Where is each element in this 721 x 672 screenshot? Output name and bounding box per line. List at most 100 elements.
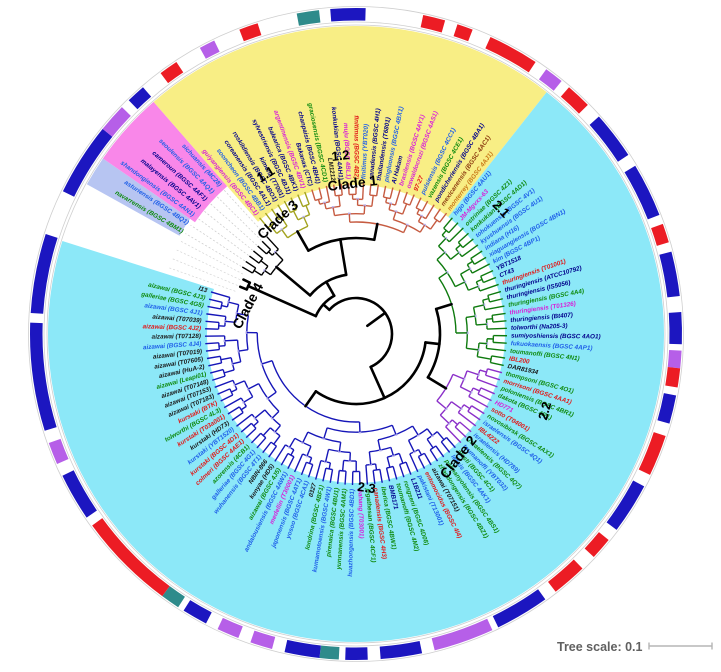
ring-segment <box>651 223 669 246</box>
branch <box>311 189 316 201</box>
branch <box>492 312 506 316</box>
branch <box>484 305 505 311</box>
node-mark <box>247 387 250 391</box>
branch <box>398 453 404 464</box>
gap-ray <box>174 248 241 281</box>
branch <box>305 205 311 215</box>
branch <box>441 229 447 236</box>
ring-segment <box>62 470 97 518</box>
branch <box>328 462 332 470</box>
branch <box>419 224 426 233</box>
taxon-label: IBL200 <box>508 355 530 365</box>
branch <box>489 298 503 303</box>
branch <box>492 320 507 323</box>
branch <box>268 251 273 256</box>
taxon-label: tolworthi (Na205-3) <box>511 323 568 332</box>
sector-wedge <box>86 158 191 236</box>
branch <box>440 441 451 453</box>
gap-ray <box>179 240 244 275</box>
branch <box>426 438 434 449</box>
branch <box>474 256 487 265</box>
branch <box>470 250 483 260</box>
taxon-label: fukuokaensis (BGSC 4AP1) <box>510 340 592 352</box>
branch-arc <box>267 222 274 229</box>
branch <box>454 281 466 288</box>
backbone-arc <box>328 296 394 369</box>
branch <box>372 470 376 484</box>
branch <box>260 260 269 267</box>
branch <box>439 414 450 424</box>
node-mark <box>271 416 274 420</box>
branch <box>417 449 423 456</box>
leader-line <box>208 201 258 246</box>
branch <box>476 278 483 283</box>
backbone-branch <box>369 365 386 400</box>
branch <box>490 361 504 367</box>
node-mark <box>473 314 477 318</box>
branch <box>486 317 493 321</box>
branch <box>270 208 280 220</box>
branch <box>450 252 460 260</box>
ring-segment <box>560 87 588 114</box>
ring-boundary-circle <box>43 21 669 647</box>
branch <box>462 238 474 249</box>
branch <box>450 401 462 410</box>
branch <box>254 409 266 419</box>
branch <box>391 424 397 435</box>
ring-segment <box>589 116 629 162</box>
ring-segment <box>668 312 683 345</box>
branch <box>468 395 489 408</box>
branch <box>402 191 408 203</box>
branch <box>398 464 405 478</box>
node-mark <box>392 454 395 457</box>
branch-arc <box>418 452 425 458</box>
branch <box>401 203 408 215</box>
taxon-label: 0327 <box>308 482 319 498</box>
branch <box>252 250 264 259</box>
branch <box>374 463 378 471</box>
branch-arc <box>369 194 377 197</box>
branch <box>361 183 365 200</box>
branch <box>438 271 448 279</box>
node-mark <box>233 383 237 387</box>
node-mark <box>443 251 447 254</box>
ring-segment <box>584 532 609 558</box>
branch <box>292 210 299 221</box>
branch <box>443 217 453 229</box>
label-subclade-2-2: 2.2 <box>535 400 554 421</box>
branch <box>205 320 220 324</box>
tree-scale-legend: Tree scale: 0.1 <box>557 640 713 654</box>
branch <box>466 370 479 376</box>
branch <box>257 245 267 255</box>
branch <box>206 355 221 360</box>
taxon-label: finitimus (YBT020) <box>360 124 370 180</box>
branch <box>455 244 462 250</box>
branch <box>493 341 507 344</box>
branch <box>205 348 220 352</box>
branch <box>388 203 392 210</box>
branch <box>463 404 471 410</box>
backbone-branch <box>246 284 318 318</box>
taxon-label: I13 <box>198 285 209 294</box>
ring-segment <box>453 24 473 42</box>
branch <box>324 449 330 463</box>
branch-arc <box>229 388 234 396</box>
branch <box>208 362 222 367</box>
branch <box>425 204 435 220</box>
leader-line <box>195 216 249 256</box>
branch <box>482 297 489 301</box>
branch <box>266 236 279 250</box>
ring-segment <box>296 10 321 26</box>
branch <box>479 283 499 292</box>
branch <box>426 428 433 436</box>
branch <box>409 453 419 473</box>
branch <box>436 251 446 261</box>
ring-segment <box>48 438 69 465</box>
backbone-branch <box>325 280 336 298</box>
branch <box>220 357 232 361</box>
taxon-label: LM1212 <box>326 157 336 181</box>
backbone-arc <box>314 341 427 406</box>
branch <box>228 301 239 306</box>
branch <box>267 391 277 399</box>
